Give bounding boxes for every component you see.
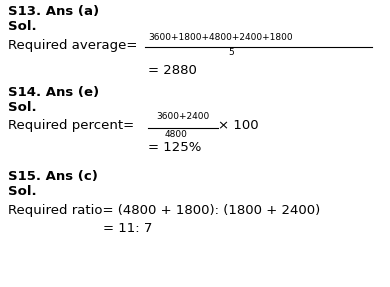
Text: Sol.: Sol. bbox=[8, 101, 37, 114]
Text: 4800: 4800 bbox=[165, 130, 188, 139]
Text: Required ratio= (4800 + 1800): (1800 + 2400): Required ratio= (4800 + 1800): (1800 + 2… bbox=[8, 204, 320, 217]
Text: × 100: × 100 bbox=[218, 119, 259, 132]
Text: 3600+2400: 3600+2400 bbox=[156, 112, 209, 121]
Text: S15. Ans (c): S15. Ans (c) bbox=[8, 170, 98, 183]
Text: Sol.: Sol. bbox=[8, 20, 37, 33]
Text: S13. Ans (a): S13. Ans (a) bbox=[8, 5, 99, 18]
Text: 5: 5 bbox=[228, 48, 234, 57]
Text: Sol.: Sol. bbox=[8, 185, 37, 198]
Text: = 11: 7: = 11: 7 bbox=[103, 222, 152, 235]
Text: Required average=: Required average= bbox=[8, 39, 137, 52]
Text: S14. Ans (e): S14. Ans (e) bbox=[8, 86, 99, 99]
Text: = 125%: = 125% bbox=[148, 141, 201, 154]
Text: 3600+1800+4800+2400+1800: 3600+1800+4800+2400+1800 bbox=[148, 33, 292, 42]
Text: = 2880: = 2880 bbox=[148, 64, 197, 77]
Text: Required percent=: Required percent= bbox=[8, 119, 134, 132]
